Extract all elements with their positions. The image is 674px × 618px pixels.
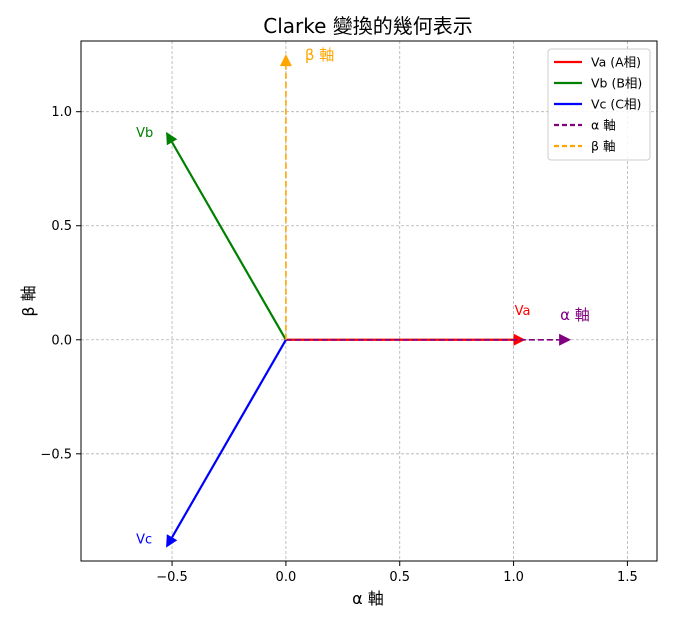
chart-title: Clarke 變換的幾何表示 <box>263 14 473 38</box>
x-tick-label: 0.0 <box>276 570 297 585</box>
legend: Va (A相) Vb (B相) Vc (C相) α 軸 β 軸 <box>547 48 651 161</box>
ticks: −0.5 0.0 0.5 1.0 1.5 −0.5 0.0 0.5 1.0 <box>40 105 637 585</box>
vector-label-2: Vc <box>136 533 152 548</box>
vector-1-arrowhead <box>166 131 178 146</box>
x-tick-label: 1.5 <box>617 570 638 585</box>
vector-label-3: α 軸 <box>560 306 590 324</box>
vector-0-arrowhead <box>513 333 526 346</box>
x-axis-label: α 軸 <box>352 589 384 608</box>
legend-label: α 軸 <box>591 118 616 133</box>
plot-frame <box>80 40 658 562</box>
vector-3-arrowhead <box>559 333 572 346</box>
x-tick-label: 1.0 <box>503 570 524 585</box>
vector-label-1: Vb <box>136 126 153 141</box>
legend-label: β 軸 <box>591 139 615 154</box>
y-tick-label: 0.5 <box>51 219 72 234</box>
legend-label: Vb (B相) <box>591 76 642 91</box>
legend-box <box>547 48 651 161</box>
y-tick-label: 1.0 <box>51 105 72 120</box>
y-tick-label: 0.0 <box>51 333 72 348</box>
vector-2-arrowhead <box>166 534 178 548</box>
vector-1-line <box>171 141 287 341</box>
legend-label: Va (A相) <box>591 55 641 70</box>
legend-label: Vc (C相) <box>591 97 641 112</box>
vector-label-0: Va <box>515 304 531 319</box>
series: Va Vb Vc α 軸 β 軸 <box>136 46 590 548</box>
vector-4-arrowhead <box>279 54 292 67</box>
y-axis-label: β 軸 <box>19 285 38 316</box>
y-tick-label: −0.5 <box>40 447 72 462</box>
vector-2-line <box>171 339 287 538</box>
vector-label-4: β 軸 <box>305 46 334 64</box>
x-tick-label: 0.5 <box>389 570 410 585</box>
x-tick-label: −0.5 <box>156 570 188 585</box>
